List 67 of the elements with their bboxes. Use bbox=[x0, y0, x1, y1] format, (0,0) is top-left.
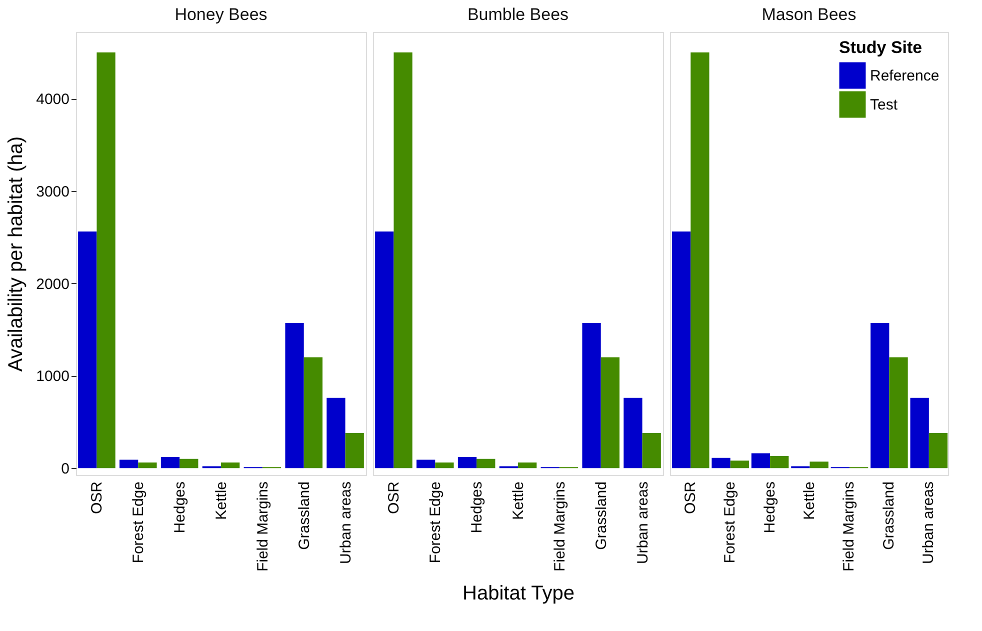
x-tick-label: Field Margins bbox=[551, 482, 568, 572]
bar bbox=[345, 432, 364, 468]
bar bbox=[910, 398, 929, 468]
bar bbox=[690, 52, 710, 468]
bar bbox=[138, 462, 157, 468]
x-tick-label: Hedges bbox=[172, 482, 189, 534]
x-tick-label: Field Margins bbox=[840, 482, 858, 572]
x-tick-label: Urban areas bbox=[634, 482, 652, 564]
bar bbox=[285, 323, 304, 468]
x-tick-label: OSR bbox=[386, 481, 403, 514]
y-axis-title: Availability per habitat (ha) bbox=[5, 136, 28, 372]
x-tick-label: Grassland bbox=[880, 482, 898, 550]
bar bbox=[78, 232, 97, 468]
bar bbox=[810, 462, 828, 468]
y-tick-label: 1000 bbox=[36, 368, 70, 386]
bar bbox=[672, 232, 691, 468]
bar bbox=[304, 357, 322, 468]
bar bbox=[751, 453, 770, 468]
chart-title: Honey Bees bbox=[174, 5, 268, 24]
legend-title: Study Site bbox=[839, 38, 922, 57]
bar bbox=[582, 323, 601, 468]
bar bbox=[435, 462, 454, 468]
x-tick-label: Grassland bbox=[296, 482, 313, 550]
bar bbox=[928, 432, 948, 468]
legend-label: Test bbox=[870, 96, 898, 114]
bar bbox=[394, 52, 412, 468]
x-tick-label: OSR bbox=[682, 481, 699, 514]
bar bbox=[221, 462, 240, 468]
x-tick-label: Field Margins bbox=[254, 482, 272, 572]
legend-label: Reference bbox=[870, 68, 940, 84]
x-tick-label: Kettle bbox=[213, 482, 230, 520]
x-tick-label: Urban areas bbox=[920, 482, 938, 564]
y-tick-label: 0 bbox=[61, 460, 70, 478]
bar bbox=[326, 398, 346, 468]
bar bbox=[600, 357, 620, 468]
chart-title: Bumble Bees bbox=[467, 5, 569, 24]
y-tick-label: 4000 bbox=[36, 91, 70, 108]
x-tick-label: Forest Edge bbox=[722, 482, 739, 564]
bar bbox=[889, 357, 908, 468]
bar bbox=[96, 52, 116, 468]
x-tick-label: Hedges bbox=[761, 482, 778, 534]
x-tick-label: OSR bbox=[88, 481, 106, 514]
bar bbox=[712, 458, 730, 468]
x-tick-label: Hedges bbox=[468, 482, 486, 534]
bar bbox=[730, 460, 749, 468]
bar bbox=[624, 398, 642, 468]
bar bbox=[375, 232, 394, 468]
bar bbox=[870, 323, 890, 468]
x-tick-label: Grassland bbox=[592, 482, 610, 550]
bar bbox=[160, 456, 180, 468]
x-tick-label: Forest Edge bbox=[130, 482, 148, 564]
chart-title: Mason Bees bbox=[762, 5, 856, 24]
x-tick-label: Forest Edge bbox=[427, 482, 444, 564]
bar bbox=[476, 458, 496, 468]
y-tick-label: 3000 bbox=[36, 183, 70, 200]
bar bbox=[416, 460, 436, 468]
x-tick-label: Urban areas bbox=[337, 482, 354, 564]
bar bbox=[770, 456, 789, 468]
x-axis-title: Habitat Type bbox=[462, 582, 574, 605]
x-tick-label: Kettle bbox=[801, 482, 818, 520]
bar bbox=[458, 456, 477, 468]
bar bbox=[180, 458, 198, 468]
bar bbox=[642, 432, 661, 468]
y-tick-label: 2000 bbox=[36, 276, 70, 293]
x-tick-label: Kettle bbox=[510, 482, 527, 520]
bar bbox=[120, 460, 138, 468]
bar bbox=[518, 462, 537, 468]
